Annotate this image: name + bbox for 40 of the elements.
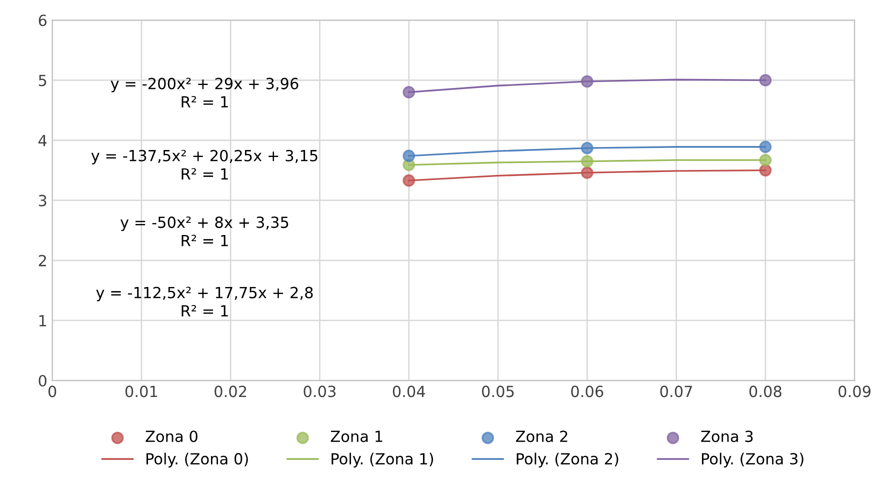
legend-label: Zona 0 bbox=[146, 430, 198, 442]
x-tick-label: 0.05 bbox=[482, 386, 514, 398]
x-tick-label: 0.04 bbox=[392, 386, 426, 398]
point bbox=[580, 142, 594, 154]
x-tick-label: 0.01 bbox=[125, 386, 158, 398]
annotation: y = -112,5x² + 17,75x + 2,8 R² = 1 bbox=[96, 286, 313, 316]
legend-label: Zona 3 bbox=[701, 430, 753, 442]
y-tick-label: 2 bbox=[38, 254, 46, 266]
y-tick-label: 3 bbox=[38, 194, 46, 206]
point bbox=[759, 164, 772, 177]
point bbox=[580, 166, 594, 179]
legend-label: Zona 1 bbox=[330, 430, 382, 442]
x-tick-label: 0.03 bbox=[304, 386, 336, 398]
x-tick-label: 0.02 bbox=[214, 386, 246, 398]
annotation: y = -200x² + 29x + 3,96 R² = 1 bbox=[110, 78, 298, 108]
point bbox=[402, 174, 416, 187]
legend-label: Poly. (Zona 2) bbox=[516, 452, 618, 468]
x-tick-label: 0.09 bbox=[838, 386, 870, 398]
y-tick-label: 5 bbox=[38, 74, 46, 86]
x-tick-label: 0 bbox=[48, 386, 56, 398]
point bbox=[402, 86, 416, 98]
legend-label: Poly. (Zona 1) bbox=[332, 452, 434, 468]
legend-label: Poly. (Zona 0) bbox=[146, 452, 248, 468]
annotation: y = -137,5x² + 20,25x + 3,15 R² = 1 bbox=[91, 150, 318, 180]
y-tick-label: 6 bbox=[38, 14, 46, 26]
x-tick-label: 0.08 bbox=[749, 386, 782, 398]
point bbox=[580, 75, 594, 88]
annotation: y = -50x² + 8x + 3,35 R² = 1 bbox=[120, 216, 288, 246]
point bbox=[759, 154, 772, 166]
y-tick-label: 4 bbox=[38, 134, 47, 146]
x-tick-label: 0.07 bbox=[660, 386, 692, 398]
legend-label: Zona 2 bbox=[516, 430, 568, 442]
x-tick-label: 0.06 bbox=[571, 386, 604, 398]
y-tick-label: 0 bbox=[38, 374, 46, 387]
y-tick-label: 1 bbox=[39, 315, 46, 326]
point bbox=[759, 140, 772, 154]
point bbox=[402, 150, 416, 162]
point bbox=[759, 74, 772, 86]
point bbox=[580, 155, 594, 168]
legend-label: Poly. (Zona 3) bbox=[702, 452, 804, 468]
